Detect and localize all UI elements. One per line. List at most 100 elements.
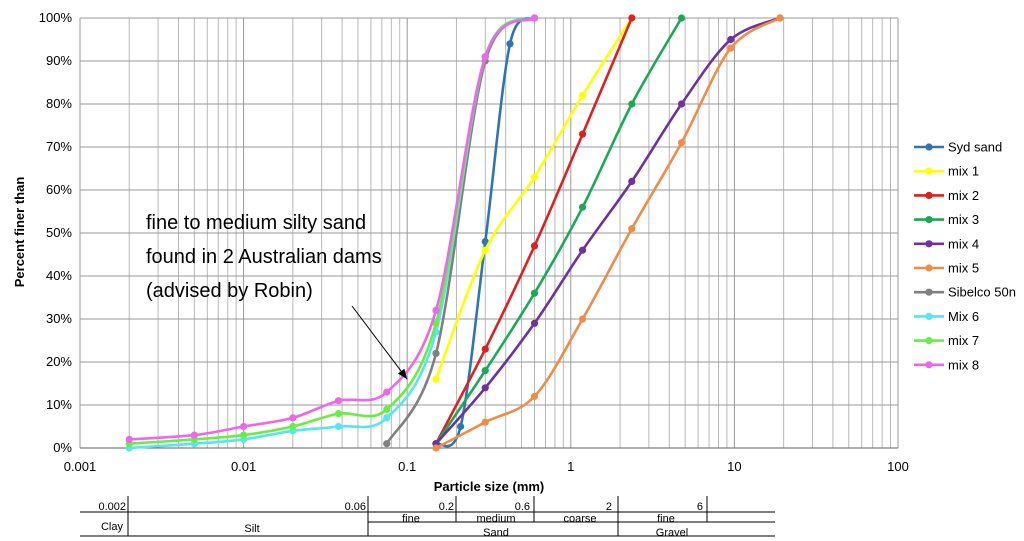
- data-point: [628, 225, 636, 233]
- x-axis-ticks: 0.001 0.01 0.1 1 10 100: [64, 459, 909, 474]
- data-point: [190, 431, 198, 439]
- data-series: [125, 14, 784, 452]
- y-tick-label: 60%: [46, 182, 72, 197]
- series-line: [129, 16, 536, 441]
- series-mix-1: [432, 14, 636, 383]
- series-mix-2: [432, 14, 636, 448]
- y-tick-label: 10%: [46, 397, 72, 412]
- data-point: [432, 319, 440, 327]
- data-point: [289, 422, 297, 431]
- legend: Syd sand mix 1 mix 2 mix 3 mix 4 mix 5 Sibelco…: [914, 140, 1016, 372]
- y-tick-label: 50%: [46, 225, 72, 240]
- data-point: [628, 177, 636, 185]
- subclass-sand-fine: fine: [402, 513, 420, 525]
- legend-item-mix-4: mix 4: [914, 236, 979, 251]
- data-point: [481, 418, 489, 426]
- boundary-0.06: 0.06: [345, 501, 366, 513]
- data-point: [432, 444, 440, 452]
- series-line: [435, 16, 781, 450]
- annotation-line-3: (advised by Robin): [146, 280, 313, 302]
- legend-item-mix-7: mix 7: [914, 333, 979, 348]
- legend-marker: [925, 167, 933, 175]
- subclass-sand-medium: medium: [476, 513, 515, 525]
- series-line: [434, 17, 683, 445]
- legend-label: mix 8: [948, 357, 979, 372]
- series-mix-3: [432, 14, 686, 448]
- series-mix-8: [125, 14, 539, 443]
- data-point: [383, 414, 391, 422]
- data-point: [578, 315, 587, 323]
- data-point: [456, 422, 465, 431]
- x-tick-label: 1: [567, 459, 574, 474]
- annotation-line-2: found in 2 Australian dams: [146, 246, 382, 268]
- chart-grid: [79, 17, 899, 449]
- data-point: [727, 35, 735, 44]
- data-point: [481, 238, 489, 246]
- data-point: [530, 319, 539, 327]
- series-mix-5: [432, 14, 784, 452]
- data-point: [530, 242, 539, 250]
- legend-item-syd-sand: Syd sand: [914, 140, 1002, 155]
- x-tick-label: 0.001: [64, 459, 97, 474]
- legend-marker: [925, 264, 933, 272]
- y-tick-label: 20%: [46, 354, 72, 369]
- series-line: [434, 17, 633, 445]
- boundary-0.002: 0.002: [98, 501, 126, 513]
- data-point: [578, 246, 587, 254]
- legend-item-mix-2: mix 2: [914, 188, 979, 203]
- data-point: [334, 410, 343, 418]
- data-point: [383, 405, 391, 413]
- y-tick-label: 90%: [46, 53, 72, 68]
- boundary-0.6: 0.6: [515, 501, 530, 513]
- data-point: [776, 14, 784, 22]
- data-point: [240, 422, 248, 431]
- y-tick-label: 100%: [39, 10, 73, 25]
- x-tick-label: 0.01: [231, 459, 256, 474]
- legend-marker: [925, 216, 933, 224]
- series-line: [435, 16, 781, 445]
- annotation: fine to medium silty sand found in 2 Aus…: [146, 212, 408, 380]
- legend-marker: [925, 337, 933, 345]
- legend-marker: [925, 312, 933, 320]
- legend-item-mix-6: Mix 6: [914, 309, 979, 324]
- data-point: [125, 435, 133, 443]
- class-sand: Sand: [483, 527, 509, 539]
- annotation-arrow: [351, 305, 408, 380]
- data-point: [506, 40, 514, 48]
- legend-label: Sibelco 50n: [948, 285, 1016, 300]
- y-tick-label: 0%: [53, 440, 72, 455]
- x-tick-label: 10: [727, 459, 741, 474]
- annotation-arrowhead: [397, 368, 408, 380]
- data-point: [289, 414, 297, 422]
- data-point: [334, 422, 343, 431]
- data-point: [481, 345, 489, 353]
- class-silt: Silt: [244, 523, 259, 535]
- y-tick-label: 40%: [46, 268, 72, 283]
- legend-item-mix-3: mix 3: [914, 212, 979, 227]
- data-point: [677, 100, 686, 108]
- data-point: [481, 367, 489, 375]
- data-point: [334, 397, 343, 405]
- data-point: [628, 100, 636, 108]
- data-point: [383, 388, 391, 396]
- legend-label: mix 1: [948, 164, 979, 179]
- data-point: [727, 44, 735, 52]
- legend-label: mix 3: [948, 212, 979, 227]
- legend-label: Syd sand: [948, 140, 1002, 155]
- y-tick-label: 80%: [46, 96, 72, 111]
- data-point: [530, 14, 539, 22]
- data-point: [677, 14, 686, 22]
- data-point: [481, 384, 489, 392]
- y-tick-label: 70%: [46, 139, 72, 154]
- data-point: [628, 14, 636, 22]
- class-clay: Clay: [101, 521, 124, 533]
- series-line: [385, 16, 536, 445]
- x-axis-title: Particle size (mm): [434, 479, 545, 494]
- y-axis-title: Percent finer than: [12, 177, 27, 288]
- legend-label: mix 7: [948, 333, 979, 348]
- legend-item-mix-8: mix 8: [914, 357, 979, 372]
- data-point: [432, 306, 440, 314]
- legend-label: mix 2: [948, 188, 979, 203]
- series-sibelco-50n: [383, 14, 539, 448]
